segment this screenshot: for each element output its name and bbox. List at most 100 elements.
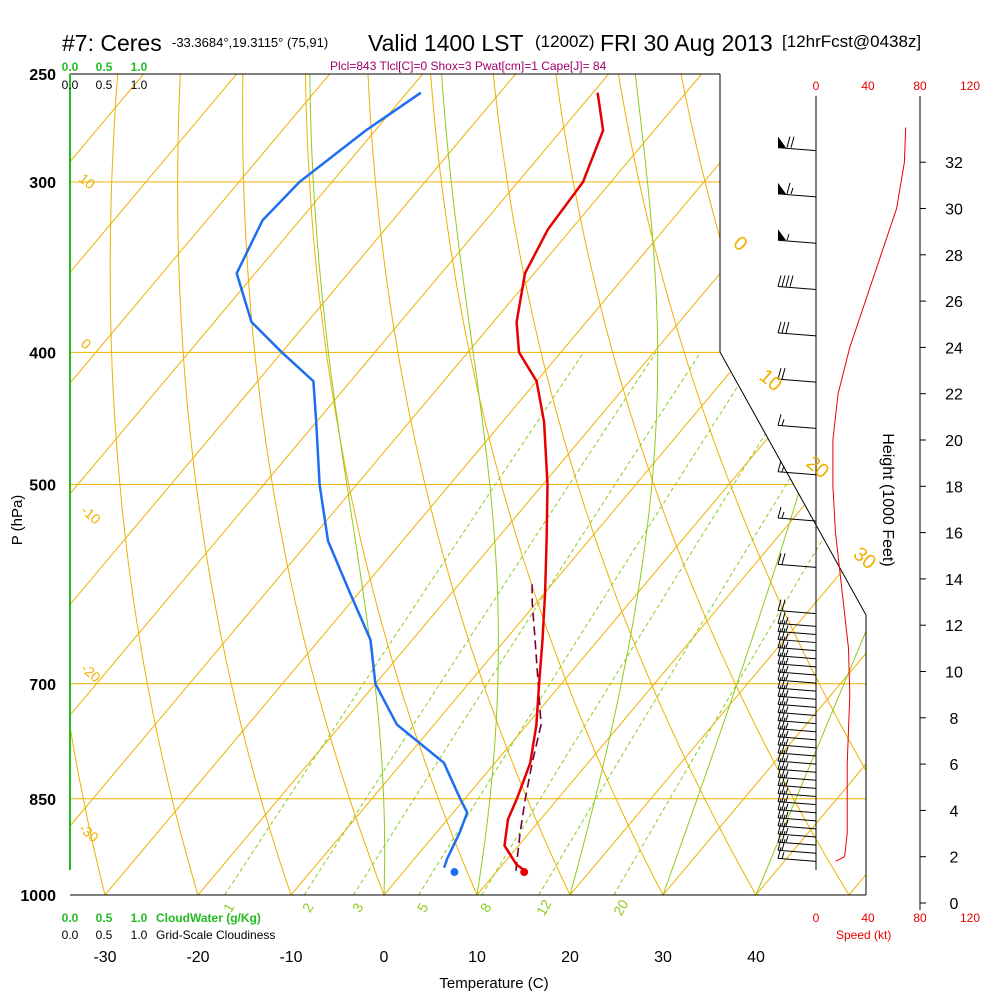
dry-adiabat-label: -30 — [76, 820, 102, 845]
sounding-indices: Plcl=843 Tlcl[C]=0 Shox=3 Pwat[cm]=1 Cap… — [330, 59, 607, 73]
pressure-tick-label: 500 — [29, 478, 56, 495]
temperature-tick-label: 10 — [468, 949, 486, 966]
y-axis-title: P (hPa) — [9, 495, 26, 546]
pressure-tick-label: 1000 — [20, 888, 56, 905]
wind-barb-flag — [789, 275, 794, 287]
wind-barb — [777, 460, 817, 476]
wind-barb-flag — [785, 275, 790, 287]
wind-barb-flag — [781, 693, 786, 705]
wind-barb-flag — [777, 677, 782, 689]
surface-dewpoint-marker — [450, 868, 459, 877]
isotherm-line — [70, 74, 424, 895]
wind-barb-half — [781, 511, 785, 519]
wind-barb-half — [785, 641, 789, 648]
wind-barb — [777, 822, 817, 838]
wind-barb-flag — [781, 367, 786, 380]
wind-barb-flag — [781, 628, 786, 640]
wind-barb — [777, 847, 817, 862]
wind-barb-shaft — [777, 647, 817, 652]
wind-barb-half — [785, 649, 789, 656]
wind-barb-flag — [777, 782, 782, 794]
wind-barb-half — [785, 657, 789, 665]
height-tick-label: 18 — [945, 479, 963, 496]
height-tick-label: 26 — [945, 294, 963, 311]
wind-barb-flag — [781, 725, 786, 737]
wind-barb-flag — [781, 749, 786, 762]
wind-barb — [777, 749, 817, 765]
speed-tick-top: 120 — [960, 79, 980, 93]
dry-adiabat-label: 0 — [729, 232, 752, 256]
wind-barb — [777, 275, 817, 291]
temperature-tick-label: -20 — [186, 949, 209, 966]
height-tick-label: 32 — [945, 155, 963, 172]
wind-barb-flag — [781, 733, 786, 746]
wind-barb — [777, 644, 817, 660]
wind-barb-flag — [781, 766, 786, 778]
wind-barb-half — [785, 779, 789, 786]
wind-barb-flag — [781, 839, 786, 851]
wind-barb-pennant — [778, 229, 786, 241]
mixing-ratio-label: 12 — [533, 897, 555, 919]
isotherm-line — [70, 74, 331, 895]
height-tick-label: 4 — [950, 803, 959, 820]
wind-barb-flag — [781, 709, 786, 721]
wind-barb-flag — [777, 717, 782, 729]
wind-barb-flag — [781, 668, 786, 681]
wind-barb-flag — [781, 774, 786, 786]
wind-barb-flag — [777, 774, 782, 786]
speed-tick-top: 40 — [861, 79, 875, 93]
wind-barb-flag — [781, 741, 786, 754]
wind-barb-shaft — [777, 825, 817, 830]
height-tick-label: 20 — [945, 433, 963, 450]
wind-barb-half — [785, 803, 789, 810]
wind-barb-shaft — [777, 695, 817, 700]
wind-barb — [777, 229, 817, 244]
wind-barb-shaft — [777, 841, 817, 846]
height-tick-label: 14 — [945, 572, 963, 589]
temperature-tick-label: -10 — [279, 949, 302, 966]
wind-barb — [777, 839, 817, 854]
x-axis-title: Temperature (C) — [439, 975, 548, 992]
height-tick-label: 6 — [950, 757, 959, 774]
wind-barb-flag — [777, 506, 782, 519]
wind-barb-half — [785, 771, 789, 778]
wind-barb-shaft — [777, 809, 817, 814]
wind-barb-flag — [777, 553, 782, 565]
height-tick-label: 28 — [945, 248, 963, 265]
wind-barb-half — [785, 673, 789, 681]
moist-adiabat-line — [755, 74, 866, 895]
wind-barb-shaft — [777, 720, 817, 725]
height-tick-label: 30 — [945, 202, 963, 219]
cloudiness-tick-top: 0.5 — [96, 78, 113, 92]
wind-barb-pennant — [778, 182, 786, 194]
height-tick-label: 2 — [950, 850, 959, 867]
dry-adiabat-label: 10 — [755, 365, 786, 396]
height-tick-label: 12 — [945, 618, 963, 635]
wind-barb-shaft — [777, 752, 817, 757]
pressure-tick-label: 700 — [29, 677, 56, 694]
forecast-info: [12hrFcst@0438z] — [782, 32, 922, 51]
wind-barb-flag — [777, 636, 782, 648]
wind-barb-flag — [777, 806, 782, 818]
wind-barb — [777, 806, 817, 822]
wind-barb-half — [781, 852, 785, 859]
wind-barb — [777, 628, 817, 644]
wind-barb-shaft — [777, 711, 817, 716]
wind-barb-flag — [781, 822, 786, 835]
wind-barb-flag — [777, 460, 782, 472]
wind-barb-shaft — [777, 728, 817, 733]
wind-barb-flag — [781, 620, 786, 632]
wind-barb-half — [785, 811, 789, 818]
wind-barb-shaft — [777, 776, 817, 781]
mixing-ratio-line — [352, 352, 702, 895]
temperature-tick-label: 30 — [654, 949, 672, 966]
wind-barb — [777, 506, 817, 522]
wind-barb-flag — [781, 612, 786, 624]
wind-barb-half — [785, 746, 789, 754]
wind-barb-shaft — [777, 849, 817, 854]
wind-barb-flag — [781, 685, 786, 697]
isotherm-line — [383, 74, 866, 895]
wind-barb-half — [785, 633, 789, 640]
moist-adiabat-line — [309, 74, 386, 895]
speed-axis-label: Speed (kt) — [836, 928, 891, 942]
